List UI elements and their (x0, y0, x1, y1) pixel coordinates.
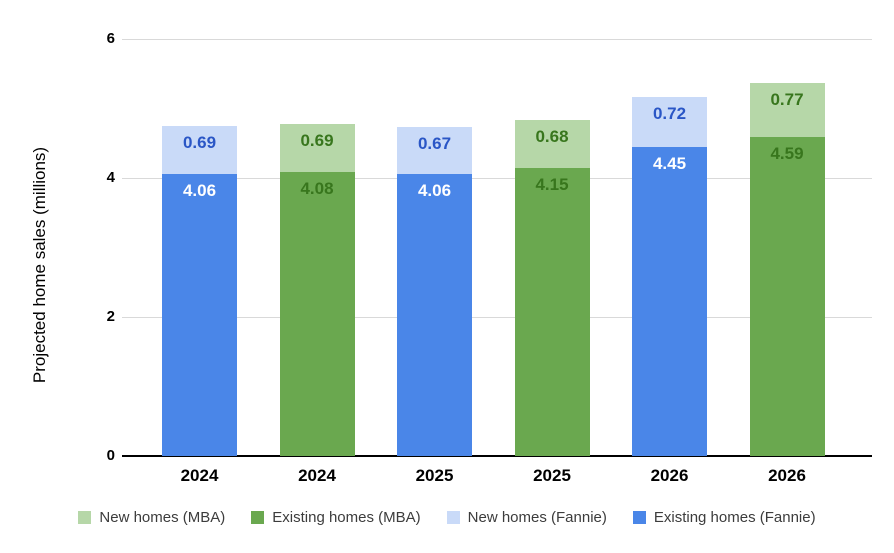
x-axis-label-2026-4: 2026 (650, 466, 689, 485)
legend-item-label: New homes (Fannie) (467, 508, 607, 526)
legend-item-label: Existing homes (Fannie) (653, 508, 816, 526)
y-tick-label-6: 6 (106, 30, 115, 47)
bar-segment-new-homes-fannie[interactable]: 0.72 (632, 96, 707, 147)
gridline-2 (122, 316, 872, 318)
bar-value-label-existing: 4.59 (770, 143, 804, 163)
x-axis-label-2025-2: 2025 (415, 466, 454, 485)
legend-swatch-icon (251, 510, 265, 524)
bar-segment-new-homes-mba[interactable]: 0.77 (749, 83, 825, 137)
legend-swatch-icon (78, 510, 92, 524)
legend-swatch-icon (446, 510, 460, 524)
bar-value-label-new: 0.69 (182, 132, 217, 152)
bar-2026-mba: 0.77 4.59 (749, 83, 825, 456)
bar-value-label-new: 0.68 (535, 127, 569, 147)
legend-swatch-icon (632, 510, 646, 524)
legend-item-existing-homes-mba-[interactable]: Existing homes (MBA) (251, 508, 421, 526)
bar-2024-mba: 0.69 4.08 (279, 124, 355, 456)
x-axis-label-2026-5: 2026 (768, 466, 806, 485)
bar-2026-fannie: 0.72 4.45 (632, 96, 707, 456)
bar-2024-fannie: 0.69 4.06 (162, 125, 237, 456)
gridline-6 (122, 38, 872, 40)
bar-segment-existing-homes-fannie[interactable]: 4.45 (632, 146, 707, 456)
x-axis-label-2024-0: 2024 (180, 466, 219, 485)
bar-2025-fannie: 0.67 4.06 (397, 127, 472, 456)
x-axis-label-2025-3: 2025 (533, 466, 571, 485)
bar-2025-mba: 0.68 4.15 (514, 120, 590, 456)
bar-segment-existing-homes-mba[interactable]: 4.15 (514, 167, 590, 456)
bar-value-label-existing: 4.15 (535, 174, 569, 194)
legend-item-new-homes-mba-[interactable]: New homes (MBA) (78, 509, 225, 526)
x-axis-label-2024-1: 2024 (298, 466, 336, 485)
bar-value-label-existing: 4.45 (652, 153, 687, 173)
x-axis-baseline (122, 455, 872, 457)
bar-value-label-new: 0.77 (770, 90, 804, 110)
bar-value-label-new: 0.67 (417, 134, 452, 154)
bar-segment-existing-homes-fannie[interactable]: 4.06 (162, 173, 237, 456)
bar-segment-existing-homes-mba[interactable]: 4.59 (749, 136, 825, 456)
bar-value-label-existing: 4.08 (300, 179, 334, 199)
bar-segment-new-homes-fannie[interactable]: 0.69 (162, 125, 237, 174)
legend-item-existing-homes-fannie-[interactable]: Existing homes (Fannie) (632, 508, 816, 526)
legend-item-label: New homes (MBA) (99, 508, 226, 526)
bar-value-label-new: 0.69 (300, 131, 334, 151)
bar-value-label-new: 0.72 (652, 103, 687, 123)
bar-segment-existing-homes-mba[interactable]: 4.08 (279, 172, 355, 456)
gridline-4 (122, 177, 872, 179)
chart-legend: New homes (MBA) Existing homes (MBA) New h… (0, 506, 894, 528)
bar-segment-existing-homes-fannie[interactable]: 4.06 (397, 173, 472, 456)
y-tick-label-0: 0 (106, 447, 115, 464)
bar-segment-new-homes-fannie[interactable]: 0.67 (397, 127, 472, 174)
y-tick-label-2: 2 (106, 308, 115, 325)
y-tick-label-4: 4 (106, 169, 115, 186)
y-axis-title: Projected home sales (millions) (30, 146, 49, 384)
bar-segment-new-homes-mba[interactable]: 0.68 (514, 120, 590, 168)
bar-segment-new-homes-mba[interactable]: 0.69 (279, 124, 355, 173)
bar-value-label-existing: 4.06 (417, 180, 452, 200)
legend-item-new-homes-fannie-[interactable]: New homes (Fannie) (446, 508, 607, 526)
bar-value-label-existing: 4.06 (182, 180, 217, 200)
legend-item-label: Existing homes (MBA) (272, 508, 421, 526)
